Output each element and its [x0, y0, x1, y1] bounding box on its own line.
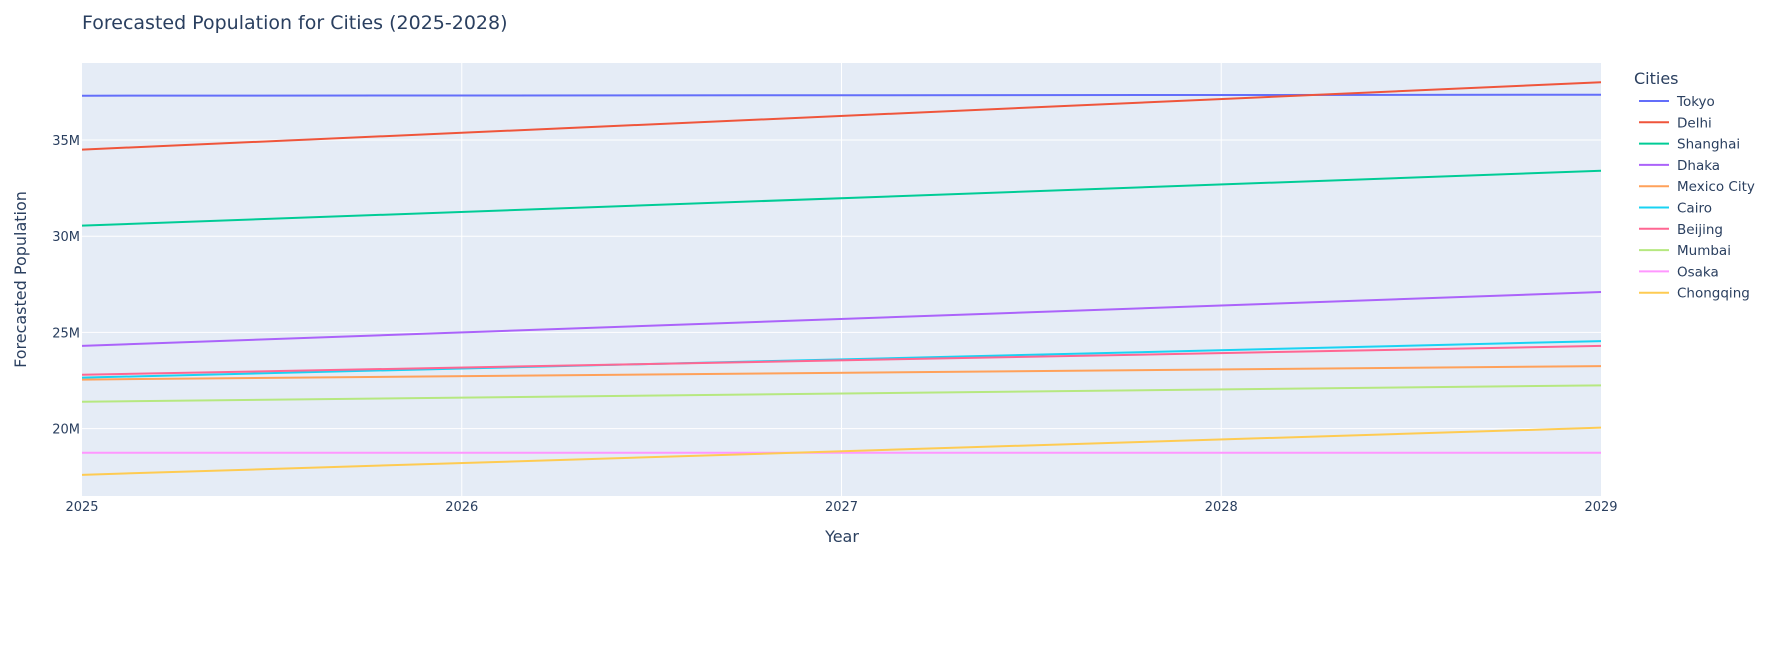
- legend-label: Beijing: [1677, 222, 1723, 238]
- y-tick-label: 30M: [52, 230, 80, 245]
- legend-item[interactable]: Mumbai: [1639, 243, 1731, 259]
- legend-item[interactable]: Chongqing: [1639, 286, 1750, 302]
- legend-item[interactable]: Cairo: [1639, 201, 1712, 217]
- legend-label: Tokyo: [1676, 94, 1715, 110]
- legend-title: Cities: [1634, 69, 1679, 88]
- legend-label: Mexico City: [1677, 179, 1755, 195]
- legend-label: Cairo: [1677, 201, 1712, 217]
- x-tick-label: 2025: [65, 500, 98, 515]
- legend-label: Dhaka: [1677, 158, 1720, 174]
- legend-item[interactable]: Dhaka: [1639, 158, 1720, 174]
- x-tick-label: 2027: [825, 500, 858, 515]
- x-tick-label: 2029: [1584, 500, 1617, 515]
- legend-label: Osaka: [1677, 264, 1719, 280]
- legend-label: Delhi: [1677, 115, 1712, 131]
- series-line-delhi: [81, 81, 1602, 151]
- series-line-tokyo: [81, 93, 1602, 97]
- legend-label: Mumbai: [1677, 243, 1731, 259]
- legend-item[interactable]: Shanghai: [1639, 137, 1740, 153]
- legend-item[interactable]: Beijing: [1639, 222, 1723, 238]
- y-tick-label: 20M: [52, 423, 80, 438]
- series-lines: [81, 81, 1602, 476]
- series-line-shanghai: [81, 169, 1602, 227]
- y-tick-label: 35M: [52, 134, 80, 149]
- y-axis-title: Forecasted Population: [11, 191, 30, 368]
- legend-item[interactable]: Mexico City: [1639, 179, 1755, 195]
- x-axis-title: Year: [824, 527, 859, 546]
- x-tick-label: 2028: [1205, 500, 1238, 515]
- x-tick-label: 2026: [445, 500, 478, 515]
- legend-label: Chongqing: [1677, 286, 1750, 302]
- y-axis-ticks: 20M 25M 30M 35M: [52, 134, 80, 438]
- series-line-beijing: [81, 344, 1602, 376]
- legend-item[interactable]: Tokyo: [1639, 94, 1715, 110]
- legend-item[interactable]: Osaka: [1639, 264, 1719, 280]
- series-line-dhaka: [81, 291, 1602, 347]
- legend-label: Shanghai: [1677, 137, 1740, 153]
- series-line-chongqing: [81, 426, 1602, 476]
- legend: Cities Tokyo Delhi Shanghai Dhaka Mexico Cit…: [1634, 69, 1755, 302]
- legend-item[interactable]: Delhi: [1639, 115, 1712, 131]
- series-line-mexico-city: [81, 365, 1602, 381]
- chart-title: Forecasted Population for Cities (2025-2…: [82, 12, 508, 34]
- series-line-mumbai: [81, 384, 1602, 403]
- x-axis-ticks: 2025 2026 2027 2028 2029: [65, 500, 1617, 515]
- gridlines: [82, 63, 1601, 496]
- y-tick-label: 25M: [52, 326, 80, 341]
